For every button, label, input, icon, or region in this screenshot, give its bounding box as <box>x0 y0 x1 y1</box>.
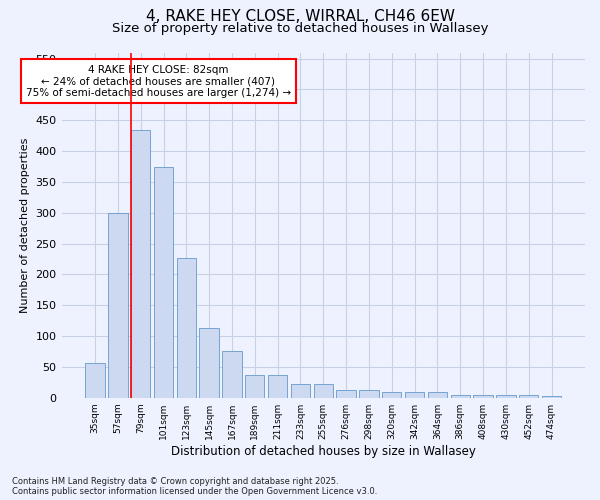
Y-axis label: Number of detached properties: Number of detached properties <box>20 138 30 313</box>
Bar <box>199 328 219 398</box>
Bar <box>314 384 333 398</box>
Bar <box>291 384 310 398</box>
Bar <box>85 362 105 398</box>
Bar <box>337 390 356 398</box>
X-axis label: Distribution of detached houses by size in Wallasey: Distribution of detached houses by size … <box>171 444 476 458</box>
Bar <box>268 375 287 398</box>
Text: Contains HM Land Registry data © Crown copyright and database right 2025.
Contai: Contains HM Land Registry data © Crown c… <box>12 476 377 496</box>
Bar <box>382 392 401 398</box>
Bar <box>131 130 151 398</box>
Bar <box>154 166 173 398</box>
Bar <box>451 394 470 398</box>
Bar <box>108 213 128 398</box>
Bar <box>496 394 515 398</box>
Bar <box>176 258 196 398</box>
Bar <box>222 351 242 398</box>
Bar <box>405 392 424 398</box>
Bar <box>359 390 379 398</box>
Text: 4 RAKE HEY CLOSE: 82sqm
← 24% of detached houses are smaller (407)
75% of semi-d: 4 RAKE HEY CLOSE: 82sqm ← 24% of detache… <box>26 64 291 98</box>
Bar <box>542 396 561 398</box>
Text: Size of property relative to detached houses in Wallasey: Size of property relative to detached ho… <box>112 22 488 35</box>
Bar <box>428 392 447 398</box>
Text: 4, RAKE HEY CLOSE, WIRRAL, CH46 6EW: 4, RAKE HEY CLOSE, WIRRAL, CH46 6EW <box>146 9 455 24</box>
Bar <box>245 375 265 398</box>
Bar <box>519 395 538 398</box>
Bar <box>473 395 493 398</box>
